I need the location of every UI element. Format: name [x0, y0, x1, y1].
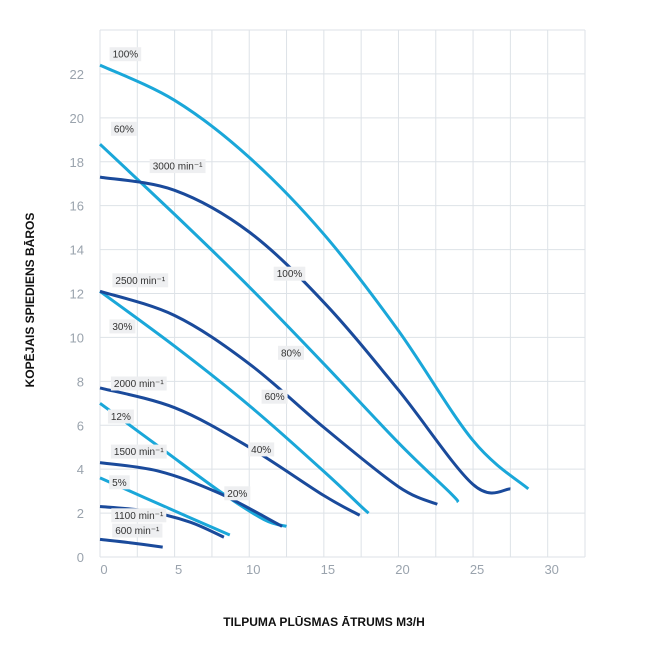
curve-label: 1500 min⁻¹ [110, 444, 167, 459]
x-tick-label: 15 [321, 562, 335, 577]
curve-label-background [149, 159, 206, 174]
y-tick-label: 10 [70, 330, 84, 345]
y-tick-label: 6 [77, 418, 84, 433]
curve-label-background [110, 121, 137, 136]
series-line-10 [99, 505, 225, 539]
curve-label: 60% [110, 121, 137, 136]
grid [99, 29, 586, 558]
curve-label-text: 100% [277, 269, 303, 280]
curve-label: 600 min⁻¹ [112, 523, 163, 538]
series-line-1 [99, 63, 530, 491]
curve-label-text: 1100 min⁻¹ [114, 511, 164, 522]
curve-label-background [273, 266, 306, 281]
curve-label-text: 60% [265, 392, 285, 403]
curve-label: 2500 min⁻¹ [112, 273, 169, 288]
x-tick-label: 25 [470, 562, 484, 577]
y-tick-label: 18 [70, 155, 84, 170]
curve-label: 40% [248, 442, 275, 457]
y-tick-label: 2 [77, 506, 84, 521]
x-axis-ticks: 0 5 10 15 20 25 30 [100, 562, 559, 577]
x-tick-label: 0 [100, 562, 107, 577]
curve-label-text: 80% [281, 348, 301, 359]
series-line-9 [99, 461, 283, 528]
series-line-11 [99, 537, 163, 549]
series-line-6 [99, 175, 511, 495]
x-tick-label: 20 [395, 562, 409, 577]
curve-label: 3000 min⁻¹ [149, 159, 206, 174]
curve-label-text: 100% [113, 50, 139, 61]
curve-label-background [109, 47, 142, 62]
curve-label-text: 5% [112, 478, 127, 489]
x-tick-label: 30 [544, 562, 558, 577]
curve-label: 100% [109, 47, 142, 62]
curve-label-text: 40% [251, 445, 271, 456]
curve-label-background [261, 389, 288, 404]
curve-label-text: 3000 min⁻¹ [153, 162, 203, 173]
y-axis-title: KOPĒJAIS SPIEDIENS BĀROS [23, 213, 37, 388]
curve-label-text: 60% [114, 124, 134, 135]
x-axis-title: TILPUMA PLŪSMAS ĀTRUMS M3/H [223, 615, 425, 629]
curve-label-background [109, 319, 136, 334]
curve-label-text: 600 min⁻¹ [115, 526, 160, 537]
curve-label: 100% [273, 266, 306, 281]
curve-label: 60% [261, 389, 288, 404]
curve-label-text: 12% [111, 412, 131, 423]
curve-label-background [224, 486, 251, 501]
y-tick-label: 14 [70, 243, 84, 258]
curve-label-text: 20% [227, 489, 247, 500]
curve-label: 1100 min⁻¹ [111, 508, 167, 523]
y-tick-label: 22 [70, 67, 84, 82]
curve-label-background [107, 409, 134, 424]
curve-label: 5% [109, 475, 130, 490]
y-tick-label: 4 [77, 462, 84, 477]
curve-label: 80% [278, 345, 304, 360]
y-axis-ticks: 0 2 4 6 8 10 12 14 16 18 20 22 [70, 67, 84, 565]
curve-label: 12% [107, 409, 134, 424]
series-line-2 [98, 143, 460, 504]
curve-label: 30% [109, 319, 136, 334]
curve-label-background [109, 475, 130, 490]
y-tick-label: 12 [70, 287, 84, 302]
curve-label-background [110, 444, 167, 459]
curve-label-background [110, 376, 167, 391]
series [98, 63, 530, 549]
series-line-3 [99, 290, 370, 515]
curve-label: 20% [224, 486, 251, 501]
curve-label-background [112, 523, 163, 538]
curve-label-background [248, 442, 275, 457]
x-tick-label: 5 [175, 562, 182, 577]
y-tick-label: 20 [70, 111, 84, 126]
curve-label-text: 1500 min⁻¹ [114, 447, 164, 458]
curve-label-background [111, 508, 167, 523]
x-tick-label: 10 [246, 562, 260, 577]
annotations: 100% 60% 3000 min⁻¹ 100% 2500 min⁻¹ 30% 80% 200… [107, 47, 306, 538]
curve-label-text: 2000 min⁻¹ [114, 379, 164, 390]
y-tick-label: 0 [77, 550, 84, 565]
series-line-4 [99, 402, 287, 528]
curve-label-text: 30% [112, 322, 132, 333]
curve-label-background [278, 345, 304, 360]
curve-label-background [112, 273, 169, 288]
y-tick-label: 16 [70, 199, 84, 214]
curve-label-text: 2500 min⁻¹ [115, 276, 165, 287]
y-tick-label: 8 [77, 374, 84, 389]
curve-label: 2000 min⁻¹ [110, 376, 167, 391]
